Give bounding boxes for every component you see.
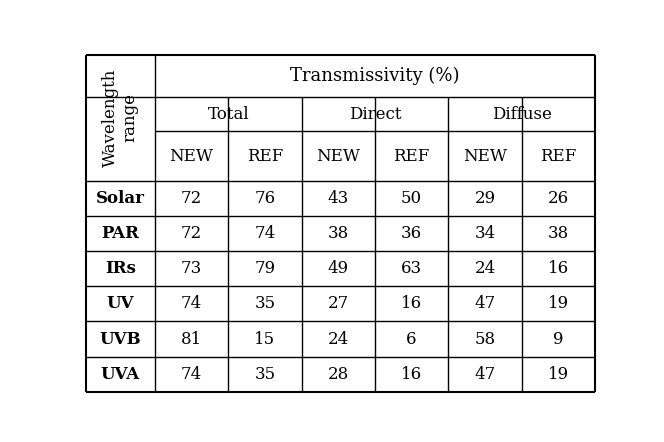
Text: 79: 79: [254, 260, 276, 277]
Text: NEW: NEW: [463, 148, 507, 165]
Text: 16: 16: [401, 295, 422, 312]
Text: 26: 26: [548, 190, 569, 207]
Text: 73: 73: [181, 260, 202, 277]
Text: 19: 19: [548, 295, 569, 312]
Text: 72: 72: [181, 225, 202, 242]
Text: 15: 15: [254, 331, 276, 347]
Text: 35: 35: [254, 295, 276, 312]
Text: 24: 24: [474, 260, 495, 277]
Text: 16: 16: [548, 260, 569, 277]
Text: 24: 24: [327, 331, 349, 347]
Text: Direct: Direct: [349, 106, 401, 122]
Text: 74: 74: [181, 366, 202, 383]
Text: 36: 36: [401, 225, 422, 242]
Text: UV: UV: [106, 295, 134, 312]
Text: 34: 34: [474, 225, 495, 242]
Text: Wavelength
range: Wavelength range: [102, 69, 139, 167]
Text: 63: 63: [401, 260, 422, 277]
Text: REF: REF: [540, 148, 576, 165]
Text: NEW: NEW: [316, 148, 361, 165]
Text: 49: 49: [328, 260, 349, 277]
Text: PAR: PAR: [102, 225, 139, 242]
Text: REF: REF: [394, 148, 430, 165]
Text: 43: 43: [327, 190, 349, 207]
Text: NEW: NEW: [169, 148, 214, 165]
Text: 35: 35: [254, 366, 276, 383]
Text: IRs: IRs: [105, 260, 135, 277]
Text: 72: 72: [181, 190, 202, 207]
Text: Total: Total: [207, 106, 249, 122]
Text: 16: 16: [401, 366, 422, 383]
Text: 28: 28: [327, 366, 349, 383]
Text: 47: 47: [474, 366, 495, 383]
Text: 9: 9: [553, 331, 564, 347]
Text: 27: 27: [327, 295, 349, 312]
Text: 38: 38: [548, 225, 569, 242]
Text: UVA: UVA: [100, 366, 140, 383]
Text: 76: 76: [254, 190, 276, 207]
Text: 74: 74: [254, 225, 276, 242]
Text: Transmissivity (%): Transmissivity (%): [290, 67, 459, 85]
Text: 29: 29: [474, 190, 495, 207]
Text: 74: 74: [181, 295, 202, 312]
Text: REF: REF: [247, 148, 283, 165]
Text: 38: 38: [327, 225, 349, 242]
Text: 81: 81: [181, 331, 202, 347]
Text: 58: 58: [474, 331, 495, 347]
Text: UVB: UVB: [100, 331, 141, 347]
Text: 50: 50: [401, 190, 422, 207]
Text: 47: 47: [474, 295, 495, 312]
Text: 19: 19: [548, 366, 569, 383]
Text: Diffuse: Diffuse: [492, 106, 552, 122]
Text: Solar: Solar: [96, 190, 145, 207]
Text: 6: 6: [406, 331, 417, 347]
